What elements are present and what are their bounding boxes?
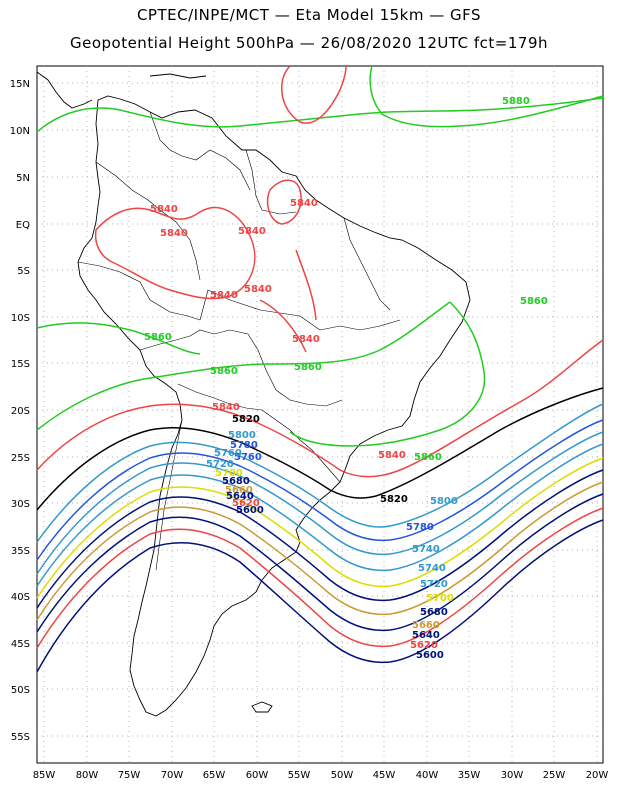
longitude-label: 45W xyxy=(373,770,396,781)
contour-label: 5860 xyxy=(414,452,442,463)
latitude-label: 35S xyxy=(11,546,30,557)
latitude-label: 45S xyxy=(11,639,30,650)
contour-label: 5860 xyxy=(210,366,238,377)
contour-label: 5640 xyxy=(412,630,440,641)
longitude-label: 40W xyxy=(416,770,439,781)
contour-label: 5760 xyxy=(234,452,262,463)
longitude-label: 35W xyxy=(458,770,481,781)
contour-label: 5760 xyxy=(214,448,242,459)
contour-label: 5600 xyxy=(416,650,444,661)
contour-label: 5620 xyxy=(410,640,438,651)
longitude-label: 50W xyxy=(331,770,354,781)
contour-label: 5840 xyxy=(212,402,240,413)
longitude-label: 20W xyxy=(586,770,609,781)
contour-label: 5720 xyxy=(206,459,234,470)
graticule xyxy=(37,66,603,763)
contour-label: 5720 xyxy=(420,579,448,590)
contour-label: 5820 xyxy=(232,414,260,425)
latitude-label: EQ xyxy=(16,220,30,231)
latitude-label: 50S xyxy=(11,685,30,696)
contour-label: 5860 xyxy=(294,362,322,373)
latitude-label: 15N xyxy=(10,79,30,90)
contour-label: 5880 xyxy=(502,96,530,107)
contour-label: 5840 xyxy=(292,334,320,345)
contour-label: 5700 xyxy=(426,593,454,604)
contour-label: 5680 xyxy=(420,607,448,618)
contour-label: 5740 xyxy=(418,563,446,574)
latitude-label: 20S xyxy=(11,406,30,417)
longitude-label: 85W xyxy=(33,770,56,781)
contour-label: 5860 xyxy=(144,332,172,343)
longitude-label: 65W xyxy=(203,770,226,781)
contour-label: 5840 xyxy=(238,226,266,237)
longitude-label: 30W xyxy=(501,770,524,781)
contour-label: 5840 xyxy=(378,450,406,461)
contour-labels: 5880 5860 5860 5860 5860 5860 5840 5840 5840 5840… xyxy=(144,96,548,661)
latitude-label: 10S xyxy=(11,313,30,324)
contour-label: 5840 xyxy=(160,228,188,239)
latitude-label: 15S xyxy=(11,359,30,370)
contour-label: 5800 xyxy=(228,430,256,441)
longitude-label: 80W xyxy=(76,770,99,781)
contour-label: 5820 xyxy=(380,494,408,505)
contour-label: 5860 xyxy=(520,296,548,307)
contour-label: 5600 xyxy=(236,505,264,516)
contour-label: 5840 xyxy=(244,284,272,295)
contour-label: 5740 xyxy=(412,544,440,555)
chart-subtitle: Geopotential Height 500hPa — 26/08/2020 … xyxy=(69,34,549,52)
longitude-label: 60W xyxy=(246,770,269,781)
contour-label: 5700 xyxy=(215,468,243,479)
contour-label: 5660 xyxy=(412,620,440,631)
coastline xyxy=(36,71,471,717)
contour-label: 5800 xyxy=(430,496,458,507)
contour-label: 5660 xyxy=(225,485,253,496)
contours xyxy=(36,65,604,673)
latitude-label: 25S xyxy=(11,453,30,464)
longitude-label: 70W xyxy=(161,770,184,781)
contour-label: 5780 xyxy=(230,440,258,451)
chart-title: CPTEC/INPE/MCT — Eta Model 15km — GFS xyxy=(136,6,482,24)
latitude-label: 55S xyxy=(11,732,30,743)
latitude-labels: 15N 10N 5N EQ 5S 10S 15S 20S 25S 30S 35S 40S 45S 50S 5… xyxy=(10,79,30,743)
contour-label: 5780 xyxy=(406,522,434,533)
latitude-label: 5S xyxy=(17,266,30,277)
contour-label: 5620 xyxy=(232,498,260,509)
latitude-label: 30S xyxy=(11,499,30,510)
longitude-label: 75W xyxy=(118,770,141,781)
contour-label: 5840 xyxy=(210,290,238,301)
contour-label: 5640 xyxy=(226,491,254,502)
latitude-label: 40S xyxy=(11,592,30,603)
longitude-label: 55W xyxy=(288,770,311,781)
latitude-label: 5N xyxy=(16,173,30,184)
latitude-label: 10N xyxy=(10,126,30,137)
contour-label: 5680 xyxy=(222,476,250,487)
map-frame xyxy=(36,65,604,764)
contour-label: 5840 xyxy=(150,204,178,215)
longitude-labels: 85W 80W 75W 70W 65W 60W 55W 50W 45W 40W 35W 30W 25W 2… xyxy=(33,770,609,781)
longitude-label: 25W xyxy=(543,770,566,781)
contour-label: 5840 xyxy=(290,198,318,209)
